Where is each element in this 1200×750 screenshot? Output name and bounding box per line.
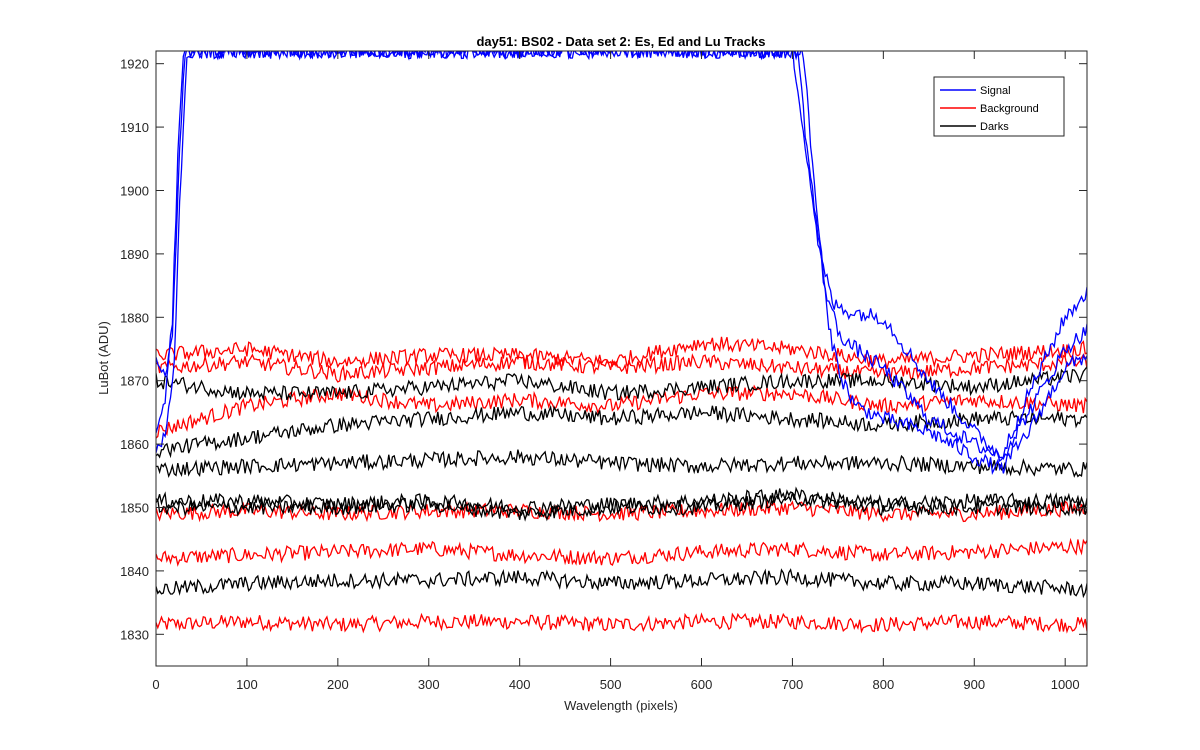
chart-title: day51: BS02 - Data set 2: Es, Ed and Lu …: [476, 34, 765, 49]
y-tick-label: 1920: [120, 57, 149, 72]
series-layer: [156, 51, 1087, 634]
x-tick-label: 1000: [1051, 677, 1080, 692]
y-tick-label: 1880: [120, 310, 149, 325]
x-tick-label: 100: [236, 677, 258, 692]
y-tick-label: 1830: [120, 627, 149, 642]
y-tick-label: 1890: [120, 247, 149, 262]
series-line-background-3: [156, 384, 1087, 439]
series-line-darks-6: [156, 568, 1087, 599]
x-tick-label: 700: [782, 677, 804, 692]
x-tick-label: 0: [152, 677, 159, 692]
legend-label-signal: Signal: [980, 85, 1011, 97]
x-tick-label: 200: [327, 677, 349, 692]
y-tick-label: 1870: [120, 374, 149, 389]
x-tick-label: 800: [872, 677, 894, 692]
x-tick-label: 400: [509, 677, 531, 692]
x-tick-label: 900: [963, 677, 985, 692]
series-line-background-1: [156, 537, 1087, 567]
y-tick-label: 1910: [120, 120, 149, 135]
legend-label-darks: Darks: [980, 121, 1009, 133]
x-tick-label: 300: [418, 677, 440, 692]
y-tick-label: 1860: [120, 437, 149, 452]
series-line-darks-8: [156, 486, 1087, 518]
legend: Signal Background Darks: [933, 76, 1065, 137]
plot-frame: [155, 50, 1088, 667]
series-line-signal-13: [156, 51, 1087, 463]
y-tick-label: 1850: [120, 500, 149, 515]
series-line-background-0: [156, 612, 1087, 634]
y-axis-label: LuBot (ADU): [96, 321, 111, 395]
series-line-darks-9: [156, 449, 1087, 479]
x-axis-label: Wavelength (pixels): [564, 698, 678, 713]
x-tick-label: 500: [600, 677, 622, 692]
series-line-background-5: [156, 336, 1087, 370]
y-tick-label: 1840: [120, 564, 149, 579]
tick-layer: 0 100 200 300 400 500 600 700 800 900 1000 1830 1840…: [120, 51, 1087, 692]
legend-label-background: Background: [980, 103, 1039, 115]
y-tick-label: 1900: [120, 183, 149, 198]
x-tick-label: 600: [691, 677, 713, 692]
series-line-background-4: [156, 353, 1087, 383]
